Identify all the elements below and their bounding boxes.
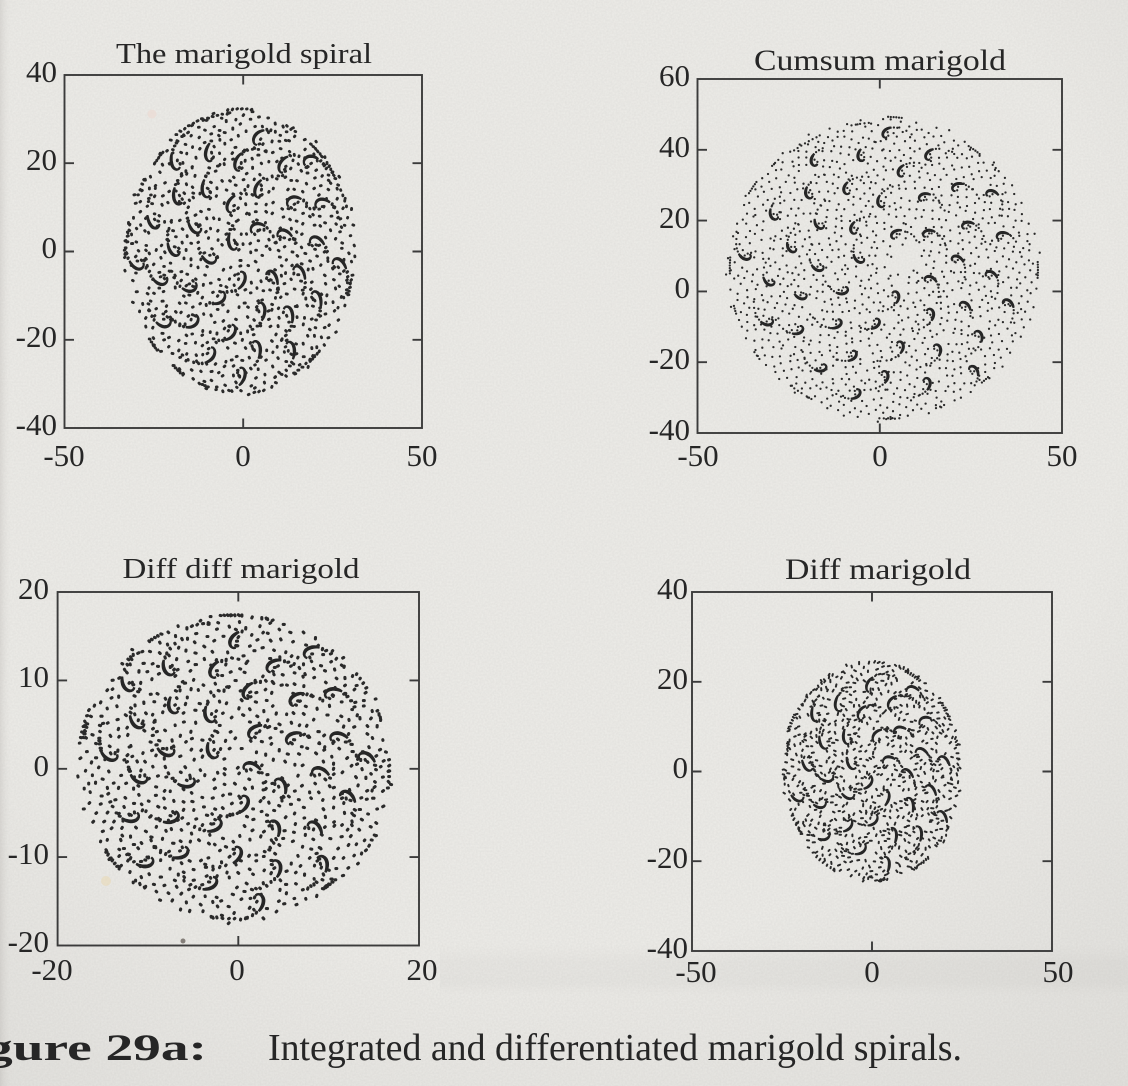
- svg-text:-10: -10: [8, 836, 49, 871]
- svg-text:20: 20: [657, 661, 688, 696]
- svg-text:0: 0: [34, 748, 50, 783]
- svg-text:0: 0: [872, 438, 888, 473]
- svg-text:-50: -50: [43, 438, 84, 473]
- svg-text:gure 29a:: gure 29a:: [0, 1028, 207, 1069]
- svg-text:-20: -20: [647, 840, 688, 875]
- svg-text:20: 20: [407, 952, 438, 987]
- svg-text:50: 50: [1047, 438, 1078, 473]
- svg-text:0: 0: [229, 952, 245, 987]
- svg-text:40: 40: [26, 54, 57, 89]
- svg-text:20: 20: [659, 200, 690, 235]
- svg-text:-20: -20: [16, 319, 57, 354]
- svg-text:0: 0: [235, 438, 251, 473]
- svg-text:0: 0: [673, 750, 689, 785]
- svg-text:-20: -20: [31, 952, 72, 987]
- svg-text:20: 20: [26, 142, 57, 177]
- svg-text:-20: -20: [8, 924, 49, 959]
- svg-text:Integrated and differentiated: Integrated and differentiated marigold s…: [268, 1027, 962, 1069]
- svg-text:-40: -40: [16, 407, 57, 442]
- svg-text:-20: -20: [649, 341, 690, 376]
- svg-text:50: 50: [407, 438, 438, 473]
- svg-text:40: 40: [657, 571, 688, 606]
- svg-text:60: 60: [659, 58, 690, 93]
- svg-text:Diff diff marigold: Diff diff marigold: [123, 553, 361, 585]
- svg-text:50: 50: [1043, 954, 1074, 989]
- svg-text:The marigold spiral: The marigold spiral: [116, 39, 372, 70]
- svg-text:-50: -50: [677, 438, 718, 473]
- svg-text:-50: -50: [675, 954, 716, 989]
- svg-text:0: 0: [42, 230, 58, 265]
- svg-text:Cumsum marigold: Cumsum marigold: [754, 44, 1006, 77]
- svg-text:20: 20: [18, 571, 49, 606]
- svg-text:-40: -40: [647, 930, 688, 965]
- svg-text:10: 10: [18, 659, 49, 694]
- svg-text:0: 0: [864, 954, 880, 989]
- svg-text:Diff marigold: Diff marigold: [785, 553, 971, 586]
- svg-text:-40: -40: [649, 412, 690, 447]
- svg-text:0: 0: [675, 270, 691, 305]
- svg-text:40: 40: [659, 129, 690, 164]
